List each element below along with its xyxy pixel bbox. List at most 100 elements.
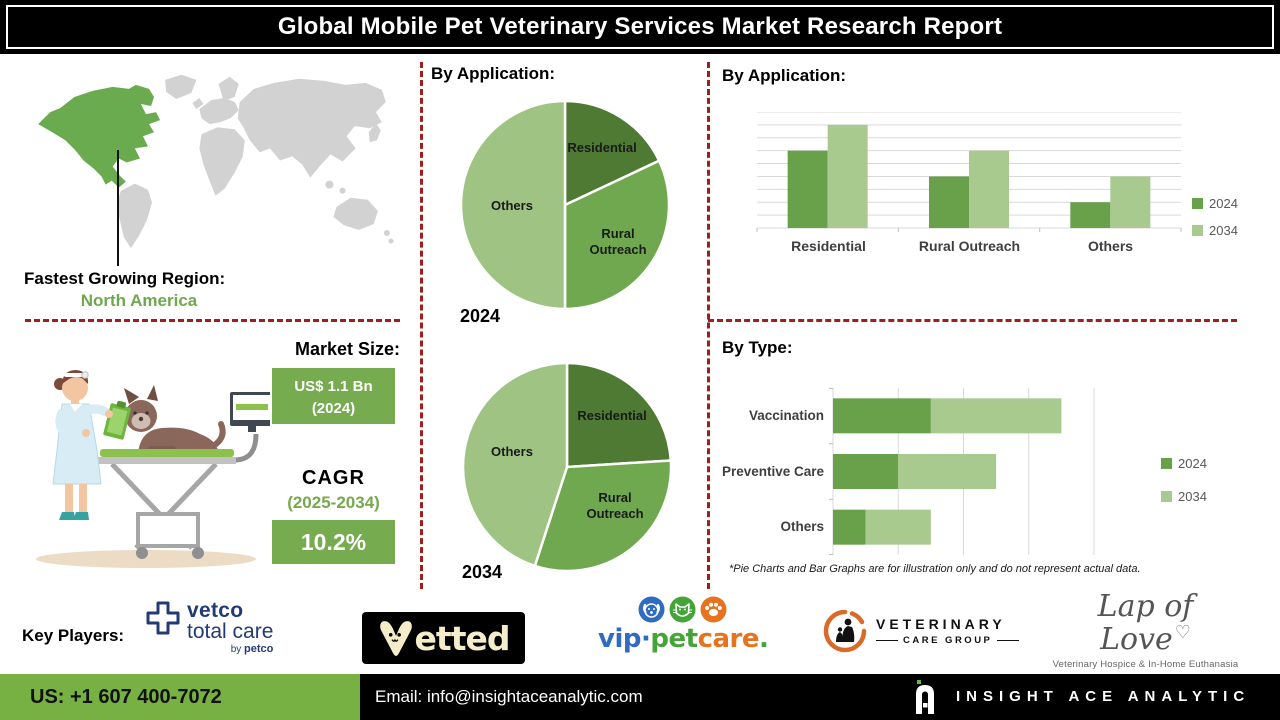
pie-2024-svg <box>459 99 671 311</box>
map-new-zealand <box>383 230 390 237</box>
market-size-heading: Market Size: <box>294 339 400 359</box>
divider-left <box>25 319 400 322</box>
pie-slice-label: Residential <box>567 139 637 155</box>
market-size-value-box: US$ 1.1 Bn (2024) <box>272 368 395 424</box>
brand-name: INSIGHT ACE ANALYTIC <box>956 688 1251 705</box>
vetco-by-brand: petco <box>244 643 274 655</box>
bar-section-heading: By Application: <box>722 66 847 85</box>
logo-veterinary-care-group: VETERINARY CARE GROUP <box>822 608 1020 654</box>
legend-label: 2034 <box>1178 489 1207 504</box>
pie-chart-2034: Residential Rural Outreach Others <box>452 352 682 582</box>
vetco-line1: vetco <box>187 599 244 622</box>
fastest-growing-region-label: Fastest Growing Region: <box>24 269 226 288</box>
divider-right <box>708 319 1237 322</box>
map-new-zealand <box>388 238 394 244</box>
pie-slice-label: Rural Outreach <box>586 489 644 521</box>
divider-middle-right <box>707 62 710 589</box>
legend-label: 2034 <box>1209 223 1238 238</box>
legend-label: 2024 <box>1178 456 1207 471</box>
map-pointer-line <box>117 150 119 266</box>
title-bar: Global Mobile Pet Veterinary Services Ma… <box>0 0 1280 54</box>
contact-email[interactable]: Email: info@insightaceanalytic.com <box>375 687 643 706</box>
pie-2034-svg <box>461 361 673 573</box>
legend-swatch-2034 <box>1192 225 1203 236</box>
logo-vetted: etted <box>362 612 525 664</box>
vcg-rule <box>997 640 1020 641</box>
legend-item-2034: 2034 <box>1192 223 1238 238</box>
legend-item-2024: 2024 <box>1192 196 1238 211</box>
title-border <box>6 5 1274 49</box>
vetco-by-label: by <box>230 644 245 655</box>
vetted-bunny-v-icon <box>379 621 412 656</box>
vcg-rule <box>876 640 898 641</box>
key-players-label: Key Players: <box>22 626 125 645</box>
cagr-value-box: 10.2% <box>272 520 395 564</box>
map-south-america <box>116 183 153 249</box>
logo-lap-of-love: Lap of Love ♡ Veterinary Hospice & In-Hom… <box>1048 590 1243 670</box>
cat-face-icon <box>669 596 695 623</box>
map-australia <box>333 197 378 231</box>
map-island <box>325 180 334 189</box>
paw-icon <box>700 596 726 623</box>
map-greenland <box>165 74 197 99</box>
map-scandinavia <box>218 76 239 101</box>
hbar-category-label: Preventive Care <box>721 464 824 479</box>
cagr-label: CAGR <box>302 467 365 489</box>
vcg-line1: VETERINARY <box>876 616 1006 632</box>
fastest-growing-region-value: North America <box>80 291 198 310</box>
vip-separator: · <box>640 624 651 654</box>
legend-label: 2024 <box>1209 196 1238 211</box>
world-map <box>38 74 394 249</box>
legend-swatch-2034 <box>1161 491 1172 502</box>
map-asia <box>237 78 386 178</box>
page-title: Global Mobile Pet Veterinary Services Ma… <box>277 13 1003 40</box>
vip-part2: pet <box>650 624 698 654</box>
chart-disclaimer: *Pie Charts and Bar Graphs are for illus… <box>729 563 1141 575</box>
legend-swatch-2024 <box>1192 198 1203 209</box>
vcg-line2: CARE GROUP <box>903 635 993 646</box>
cagr-period: (2025-2034) <box>287 493 380 512</box>
vetco-cross-icon <box>146 601 180 635</box>
divider-middle-left <box>420 62 423 589</box>
insight-ace-analytic-logo-icon <box>916 680 934 714</box>
logo-vetco-total-care: vetco total care by petco <box>145 600 273 655</box>
logo-vip-petcare: vip·petcare. <box>598 596 769 654</box>
lap-of-love-subtitle: Veterinary Hospice & In-Home Euthanasia <box>1052 659 1239 670</box>
vip-part1: vip <box>598 624 641 654</box>
bar-category-label: Others <box>1087 238 1134 254</box>
map-japan <box>368 123 381 143</box>
veterinarian-illustration <box>36 370 270 568</box>
vetco-line2: total care <box>187 620 274 643</box>
lap-of-love-wordmark: Lap of Love <box>1097 589 1194 657</box>
pie-slice-label: Residential <box>577 407 647 423</box>
map-north-america <box>38 84 161 188</box>
pie-slice-label: Rural Outreach <box>589 225 647 257</box>
hbar-category-label: Vaccination <box>748 408 824 423</box>
bar-category-label: Rural Outreach <box>918 238 1021 254</box>
hbar-category-label: Others <box>780 519 824 534</box>
pie-chart-2024: Residential Rural Outreach Others <box>450 90 680 320</box>
heart-icon: ♡ <box>1174 622 1191 643</box>
grouped-bar-chart <box>756 112 1182 232</box>
legend-item-2034: 2034 <box>1161 489 1207 504</box>
pie-slice-label: Others <box>491 197 533 213</box>
pie-slice-label: Others <box>491 443 533 459</box>
vip-part3: care <box>697 624 760 654</box>
pie-2024-year-label: 2024 <box>460 306 501 326</box>
footer-phone-bar <box>0 674 360 720</box>
bar-category-label: Residential <box>791 238 866 254</box>
market-size-value: US$ 1.1 Bn <box>294 378 373 395</box>
map-island <box>339 187 346 194</box>
map-africa <box>199 127 245 196</box>
market-size-year: (2024) <box>311 399 356 417</box>
vip-period: . <box>758 624 769 654</box>
vetted-wordmark: etted <box>414 618 511 658</box>
contact-phone[interactable]: US: +1 607 400-7072 <box>30 686 222 708</box>
footer-email-bar <box>360 674 1280 720</box>
legend-item-2024: 2024 <box>1161 456 1207 471</box>
map-europe <box>199 97 239 125</box>
legend-swatch-2024 <box>1161 458 1172 469</box>
dog-face-icon <box>638 596 664 623</box>
type-section-heading: By Type: <box>722 338 793 357</box>
